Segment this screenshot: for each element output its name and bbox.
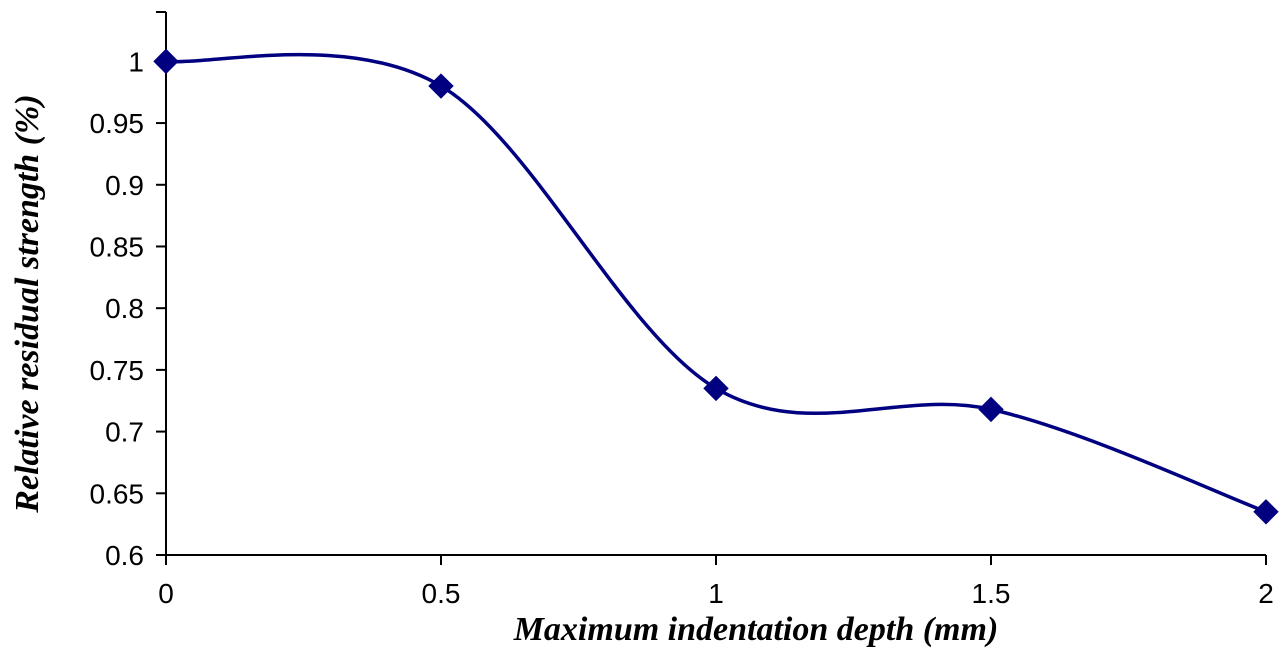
- x-tick-label: 2: [1258, 578, 1274, 609]
- y-tick-label: 0.75: [90, 355, 145, 386]
- x-tick-label: 1: [708, 578, 724, 609]
- data-point-marker: [703, 375, 729, 402]
- y-tick-label: 0.7: [105, 417, 144, 448]
- y-tick-label: 0.85: [90, 231, 145, 262]
- data-point-marker: [978, 396, 1004, 423]
- x-axis-ticks: 0 0.5 1 1.5 2: [158, 555, 1274, 609]
- y-axis-ticks: 0.6 0.65 0.7 0.75 0.8 0.85 0.9 0.95 1: [90, 11, 166, 571]
- y-tick-label: 0.9: [105, 170, 144, 201]
- axes: [165, 12, 1266, 556]
- x-tick-label: 0: [158, 578, 174, 609]
- x-tick-label: 0.5: [422, 578, 461, 609]
- y-axis-title: Relative residual strength (%): [9, 94, 46, 513]
- y-tick-label: 0.65: [90, 478, 145, 509]
- y-tick-label: 0.8: [105, 293, 144, 324]
- series-layer: [153, 48, 1279, 525]
- y-tick-label: 0.95: [90, 108, 145, 139]
- y-tick-label: 1: [128, 46, 144, 77]
- x-tick-label: 1.5: [972, 578, 1011, 609]
- y-tick-label: 0.6: [105, 540, 144, 571]
- data-point-marker: [153, 48, 179, 75]
- series-line: [165, 52, 1267, 514]
- x-axis-title: Maximum indentation depth (mm): [513, 611, 999, 648]
- data-point-marker: [1253, 499, 1279, 525]
- data-point-marker: [428, 73, 454, 99]
